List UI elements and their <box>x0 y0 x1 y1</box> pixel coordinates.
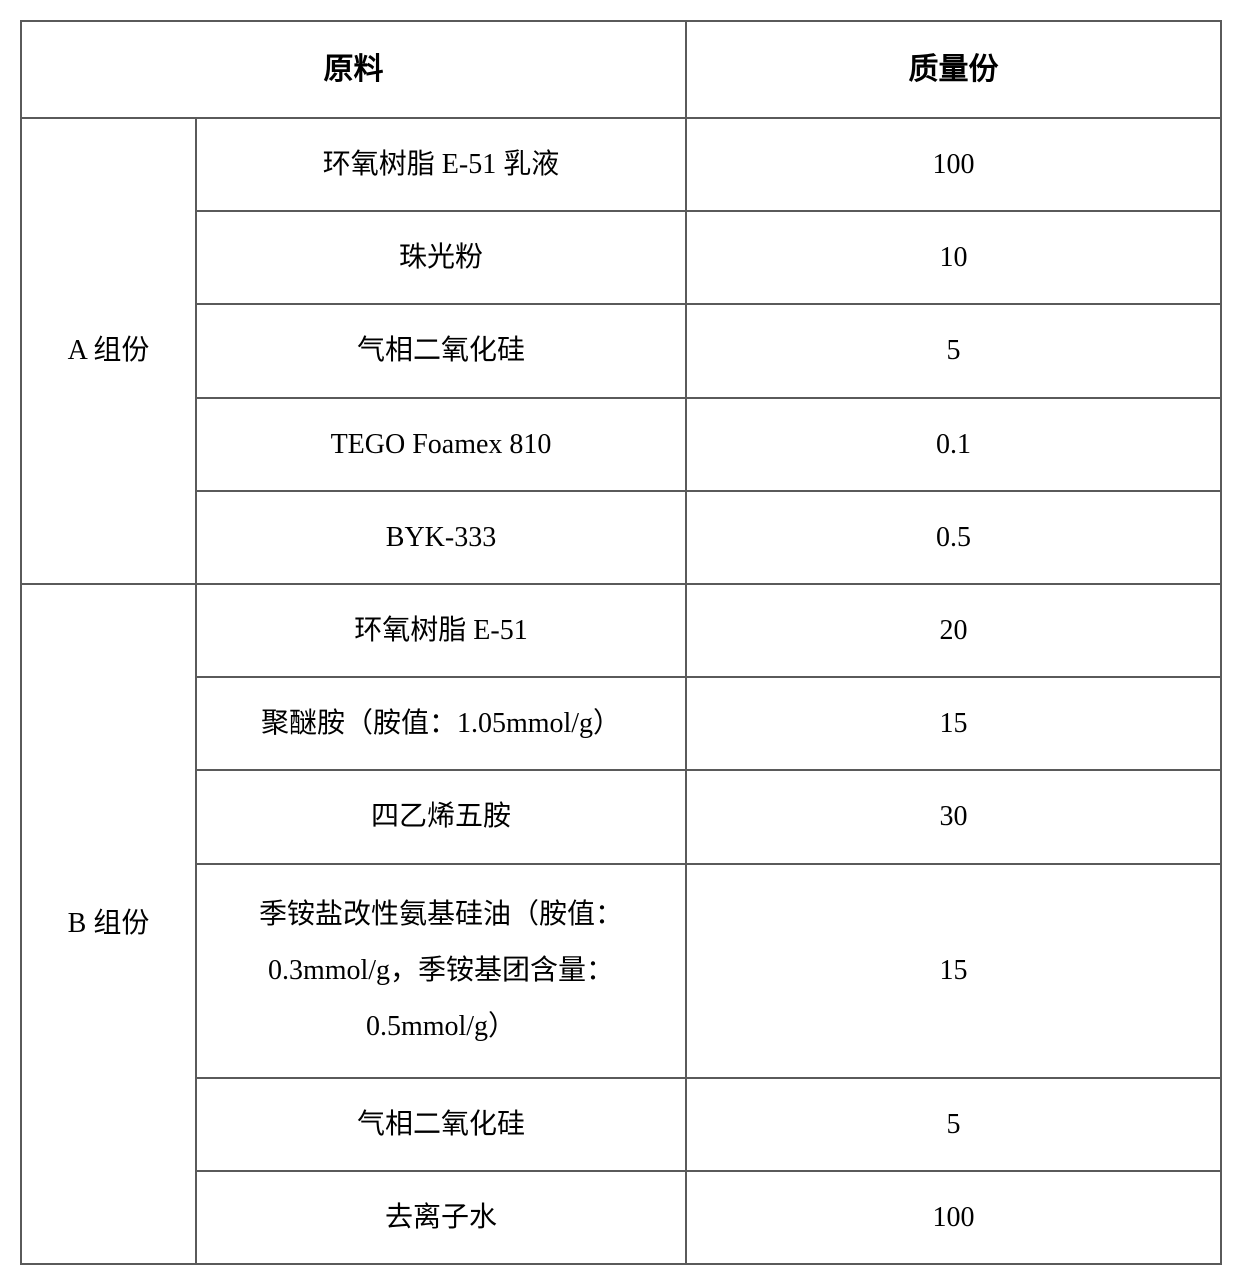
mass-cell: 5 <box>686 1078 1221 1171</box>
formulation-table: 原料 质量份 A 组份 环氧树脂 E-51 乳液 100 珠光粉 10 气相二氧… <box>20 20 1222 1265</box>
group-b-label: B 组份 <box>21 584 196 1264</box>
mass-cell: 5 <box>686 304 1221 397</box>
table-row: 季铵盐改性氨基硅油（胺值：0.3mmol/g，季铵基团含量：0.5mmol/g）… <box>21 864 1221 1078</box>
header-material: 原料 <box>21 21 686 118</box>
mass-cell: 15 <box>686 864 1221 1078</box>
table-row: BYK-333 0.5 <box>21 491 1221 584</box>
mass-cell: 0.5 <box>686 491 1221 584</box>
material-cell: 去离子水 <box>196 1171 686 1264</box>
table-row: 四乙烯五胺 30 <box>21 770 1221 863</box>
material-cell: 环氧树脂 E-51 <box>196 584 686 677</box>
mass-cell: 15 <box>686 677 1221 770</box>
table-row: B 组份 环氧树脂 E-51 20 <box>21 584 1221 677</box>
mass-cell: 100 <box>686 1171 1221 1264</box>
material-cell: 聚醚胺（胺值：1.05mmol/g） <box>196 677 686 770</box>
material-cell: 珠光粉 <box>196 211 686 304</box>
table-row: 气相二氧化硅 5 <box>21 1078 1221 1171</box>
table-row: 聚醚胺（胺值：1.05mmol/g） 15 <box>21 677 1221 770</box>
mass-cell: 20 <box>686 584 1221 677</box>
header-row: 原料 质量份 <box>21 21 1221 118</box>
material-cell: 气相二氧化硅 <box>196 1078 686 1171</box>
table-row: A 组份 环氧树脂 E-51 乳液 100 <box>21 118 1221 211</box>
material-cell: 季铵盐改性氨基硅油（胺值：0.3mmol/g，季铵基团含量：0.5mmol/g） <box>196 864 686 1078</box>
table-row: 珠光粉 10 <box>21 211 1221 304</box>
group-a-label: A 组份 <box>21 118 196 584</box>
material-cell: TEGO Foamex 810 <box>196 398 686 491</box>
table-row: 去离子水 100 <box>21 1171 1221 1264</box>
header-mass: 质量份 <box>686 21 1221 118</box>
table-row: 气相二氧化硅 5 <box>21 304 1221 397</box>
mass-cell: 10 <box>686 211 1221 304</box>
material-cell: 气相二氧化硅 <box>196 304 686 397</box>
material-cell: BYK-333 <box>196 491 686 584</box>
table-row: TEGO Foamex 810 0.1 <box>21 398 1221 491</box>
mass-cell: 0.1 <box>686 398 1221 491</box>
mass-cell: 30 <box>686 770 1221 863</box>
material-cell: 环氧树脂 E-51 乳液 <box>196 118 686 211</box>
material-cell: 四乙烯五胺 <box>196 770 686 863</box>
mass-cell: 100 <box>686 118 1221 211</box>
